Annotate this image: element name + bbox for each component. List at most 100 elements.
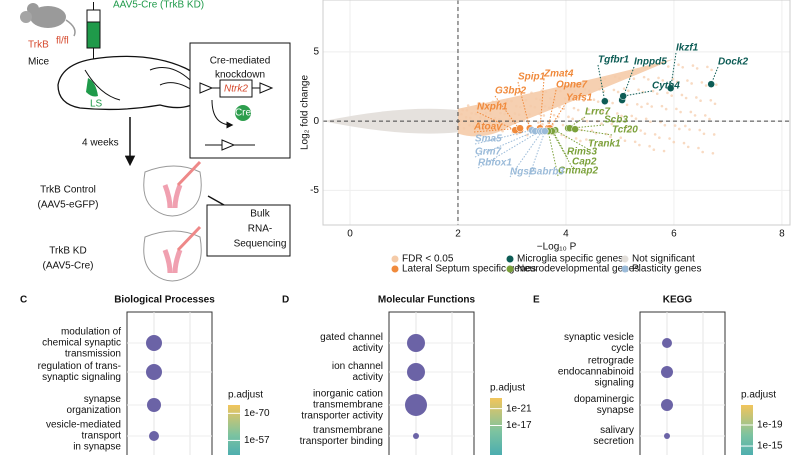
- cloud-dot: [646, 102, 649, 106]
- cloud-dot: [480, 107, 483, 111]
- cloud-dot: [647, 78, 650, 81]
- control-label: (AAV5-eGFP): [38, 200, 99, 211]
- gene-label: Dock2: [718, 57, 748, 68]
- legend-swatch: [506, 265, 514, 273]
- cloud-dot: [618, 77, 621, 80]
- category-label: synapse: [84, 394, 122, 405]
- cloud-dot: [592, 98, 596, 102]
- cloud-dot: [675, 80, 679, 84]
- cloud-dot: [461, 108, 464, 112]
- gene-label: Scb3: [604, 115, 628, 126]
- kd-label: (AAV5-Cre): [43, 261, 94, 272]
- cloud-dot: [601, 110, 605, 113]
- cloud-dot: [538, 112, 541, 116]
- colorbar-label: 1e-21: [506, 403, 532, 414]
- cloud-dot: [664, 107, 668, 111]
- cloud-dot: [703, 114, 707, 117]
- cloud-dot: [504, 106, 508, 109]
- panel-title: Molecular Functions: [378, 295, 476, 306]
- category-label: transport: [82, 431, 122, 442]
- gene-point: [666, 84, 675, 92]
- y-axis-label: Log₂ fold change: [300, 75, 311, 150]
- cloud-dot: [490, 106, 493, 110]
- gene-label: Ngs2: [510, 167, 535, 178]
- cloud-dot: [548, 106, 551, 110]
- dot: [149, 431, 159, 441]
- cloud-dot: [491, 100, 495, 104]
- category-label: inorganic cation: [313, 389, 383, 400]
- plot-frame: [639, 311, 726, 455]
- cloud-dot: [464, 115, 468, 119]
- cloud-dot: [567, 115, 570, 119]
- cloud-dot: [700, 81, 704, 84]
- cloud-dot: [475, 107, 479, 111]
- cloud-dot: [624, 125, 628, 129]
- region: LS: [90, 99, 103, 110]
- label-leader: [528, 130, 546, 178]
- label-leader: [554, 129, 589, 150]
- cloud-dot: [517, 113, 521, 117]
- cloud-dot: [661, 79, 665, 82]
- gene-point: [516, 124, 524, 132]
- ls-pink: [162, 184, 183, 209]
- gene-label: Rbfox1: [478, 158, 512, 169]
- cloud-dot: [616, 112, 619, 115]
- cloud-dot: [552, 113, 556, 117]
- gene-label: Spip1: [518, 72, 546, 83]
- cloud-dot: [639, 129, 642, 132]
- seq-box: [206, 204, 291, 257]
- legend-label: Plasticity genes: [632, 264, 701, 275]
- cloud-dot: [543, 105, 547, 108]
- cloud-dot: [460, 112, 463, 116]
- cloud-dot: [679, 110, 682, 114]
- cloud-dot: [713, 102, 717, 106]
- category-label: vesicle-mediated: [46, 420, 121, 431]
- cloud-dot: [482, 125, 486, 129]
- cloud-dot: [715, 83, 718, 86]
- gene-label: Atoav: [473, 122, 503, 133]
- cloud-dot: [616, 90, 620, 94]
- category-label: retrograde: [588, 356, 635, 367]
- cloud-dot: [648, 144, 651, 148]
- dot: [413, 433, 419, 439]
- cloud-dot: [686, 79, 689, 82]
- syringe: [86, 21, 101, 49]
- colorbar: [228, 405, 240, 455]
- gene-label: Tcf20: [612, 125, 638, 136]
- category-label: activity: [352, 343, 383, 354]
- colorbar-label: 1e-19: [757, 420, 783, 431]
- cloud-dot: [528, 112, 531, 116]
- cloud-dot: [710, 68, 713, 72]
- category-label: organization: [67, 405, 121, 416]
- cloud-dot: [643, 132, 647, 135]
- cloud-dot: [697, 146, 700, 150]
- gene-label: Yafs1: [566, 93, 593, 104]
- dot: [147, 398, 161, 412]
- plot-frame: [388, 311, 475, 455]
- cloud-dot: [638, 143, 641, 147]
- control-label: TrkB Control: [40, 185, 96, 196]
- cloud: [323, 108, 458, 134]
- cloud-dot: [613, 75, 617, 78]
- cloud-dot: [596, 100, 600, 103]
- cloud-dot: [678, 127, 681, 131]
- cloud-dot: [457, 123, 461, 126]
- dot: [664, 433, 670, 439]
- category-label: gated channel: [320, 332, 383, 343]
- cloud-dot: [698, 128, 702, 132]
- gene-label: Rims3: [567, 147, 597, 158]
- cloud-dot: [522, 119, 526, 123]
- ls-region: [86, 78, 98, 97]
- label-leader: [474, 129, 533, 145]
- cloud-dot: [501, 129, 504, 133]
- cloud-dot: [529, 104, 532, 108]
- gene-label: Cyth4: [652, 81, 680, 92]
- cloud-dot: [627, 89, 630, 93]
- y-tick-label: 0: [313, 116, 319, 127]
- cloud-dot: [704, 84, 708, 87]
- gene-label: Grm7: [475, 147, 502, 158]
- cloud-dot: [644, 117, 648, 121]
- category-label: signaling: [595, 378, 634, 389]
- label-leader: [567, 116, 586, 129]
- gene-label: Gabrb3: [529, 167, 564, 178]
